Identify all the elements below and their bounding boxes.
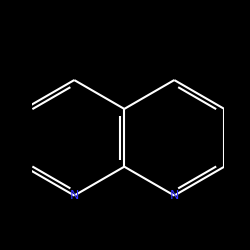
Text: N: N [70,189,79,202]
Text: N: N [170,189,179,202]
